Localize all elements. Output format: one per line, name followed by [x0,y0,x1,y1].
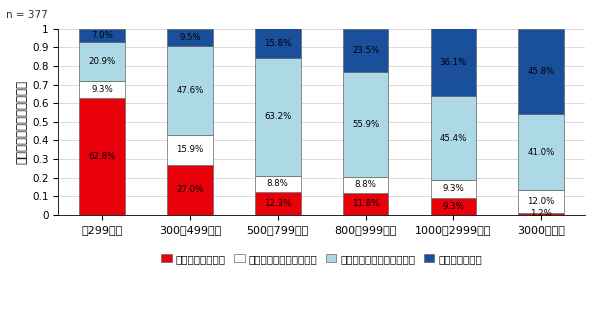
Text: n = 377: n = 377 [6,10,48,20]
Bar [255,192,301,215]
Bar [167,46,213,135]
Bar [79,80,125,98]
Text: 63.2%: 63.2% [264,112,292,121]
Bar [79,29,125,42]
Bar [79,42,125,80]
Legend: 成り立っていない, 補助金で成り立っている, かろうじて成り立っている, 成り立っている: 成り立っていない, 補助金で成り立っている, かろうじて成り立っている, 成り立… [161,254,482,264]
Text: 23.5%: 23.5% [352,46,379,55]
Text: 45.8%: 45.8% [527,67,555,76]
Bar [167,165,213,215]
Text: 11.8%: 11.8% [352,199,379,208]
Text: 47.6%: 47.6% [176,86,204,95]
Text: 12.3%: 12.3% [264,199,292,208]
Bar [518,213,564,215]
Text: 62.8%: 62.8% [89,152,116,161]
Text: 9.3%: 9.3% [442,202,464,211]
Bar [518,114,564,190]
Bar [167,135,213,165]
Bar [431,96,476,180]
Text: 20.9%: 20.9% [89,57,116,66]
Text: 36.1%: 36.1% [440,58,467,67]
Bar [167,29,213,46]
Bar [343,29,388,72]
Text: 27.0%: 27.0% [176,185,204,194]
Text: 41.0%: 41.0% [527,148,555,157]
Bar [79,98,125,215]
Text: 45.4%: 45.4% [440,134,467,143]
Text: 9.3%: 9.3% [442,185,464,194]
Text: 15.9%: 15.9% [176,145,203,154]
Bar [343,72,388,176]
Bar [343,176,388,193]
Text: 12.0%: 12.0% [527,197,555,206]
Text: 8.8%: 8.8% [267,179,289,188]
Text: 7.0%: 7.0% [91,31,113,40]
Bar [255,58,301,176]
Bar [431,180,476,198]
Text: 15.8%: 15.8% [264,39,292,48]
Text: 9.5%: 9.5% [179,33,201,42]
Bar [343,193,388,215]
Text: 9.3%: 9.3% [91,85,113,94]
Text: 55.9%: 55.9% [352,120,379,129]
Bar [255,176,301,192]
Bar [431,28,476,96]
Bar [518,29,564,114]
Bar [518,190,564,213]
Bar [431,198,476,215]
Text: 1.2%: 1.2% [530,209,552,218]
Text: 8.8%: 8.8% [355,180,377,189]
Bar [255,28,301,58]
Y-axis label: 経営成立具合の内訳（％）: 経営成立具合の内訳（％） [15,80,28,164]
